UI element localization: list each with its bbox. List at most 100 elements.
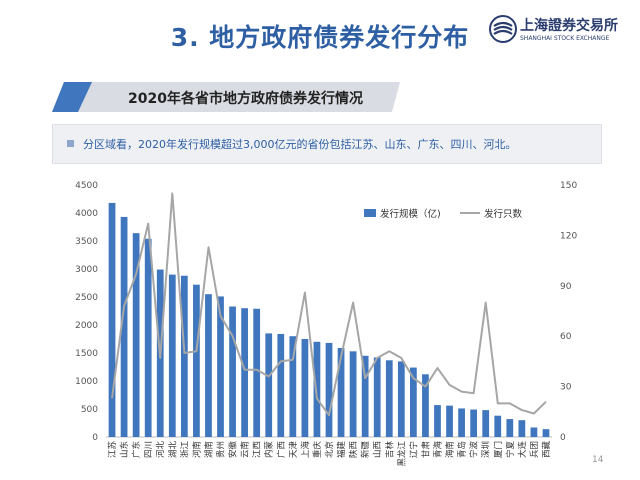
bar (277, 333, 285, 437)
bar (385, 360, 393, 437)
left-tick-label: 0 (92, 433, 98, 443)
category-label: 青海 (432, 441, 443, 459)
bar (180, 275, 188, 437)
category-label: 大连 (517, 441, 528, 459)
summary-note: 分区域看，2020年发行规模超过3,000亿元的省份包括江苏、山东、广东、四川、… (52, 124, 602, 164)
sse-logo: 上海證券交易所 SHANGHAI STOCK EXCHANGE (488, 14, 628, 50)
bar (168, 274, 176, 437)
bar (325, 342, 333, 437)
bar (542, 429, 550, 437)
left-tick-label: 3500 (75, 237, 98, 247)
category-label: 云南 (240, 441, 251, 458)
bar (518, 420, 526, 437)
category-label: 上海 (300, 441, 311, 459)
left-tick-label: 1000 (75, 377, 98, 387)
bar (313, 341, 321, 437)
category-label: 浙江 (179, 441, 190, 459)
bullet-icon (67, 140, 74, 147)
category-label: 天津 (288, 441, 299, 459)
category-label: 广东 (131, 441, 142, 458)
legend: 发行规模（亿) 发行只数 (364, 208, 523, 220)
page-title: 3. 地方政府债券发行分布 (170, 23, 470, 52)
right-axis: 0 30 60 90 120 150 (560, 181, 577, 443)
bar (193, 284, 200, 437)
category-label: 宁波 (469, 441, 480, 459)
category-label: 河北 (155, 441, 166, 459)
bar (530, 427, 538, 437)
category-label: 山西 (372, 441, 383, 458)
bar (349, 351, 357, 437)
category-label: 四川 (144, 441, 154, 458)
bar (108, 202, 116, 437)
right-tick-label: 120 (560, 231, 577, 241)
bar (470, 409, 478, 437)
category-label: 内蒙 (264, 441, 275, 459)
line-path (111, 192, 547, 417)
bar (506, 419, 514, 437)
bar (422, 374, 429, 437)
category-label: 黑龙江 (396, 441, 407, 467)
bar (120, 216, 128, 437)
bar (494, 415, 502, 437)
bar (205, 294, 212, 437)
line-series (111, 192, 547, 417)
category-label: 河南 (191, 441, 202, 458)
logo-english-name: SHANGHAI STOCK EXCHANGE (520, 35, 610, 42)
right-tick-label: 90 (560, 282, 572, 292)
category-label: 厦门 (493, 441, 504, 458)
bar (397, 361, 405, 437)
category-label: 西藏 (541, 441, 552, 459)
left-axis: 0 500 1000 1500 2000 2500 3000 3500 4000 4500 (75, 181, 552, 443)
left-tick-label: 2500 (75, 293, 98, 303)
sse-logo-icon (489, 15, 517, 43)
bar (132, 233, 140, 437)
bar (361, 355, 369, 437)
category-label: 海南 (445, 441, 456, 458)
left-tick-label: 4000 (75, 209, 98, 219)
category-label: 吉林 (384, 441, 395, 459)
category-label: 深圳 (481, 441, 492, 458)
bar (289, 336, 297, 437)
category-label: 重庆 (312, 441, 323, 459)
left-tick-label: 1500 (75, 349, 98, 359)
category-label: 山东 (119, 441, 130, 458)
logo-chinese-name: 上海證券交易所 (520, 18, 618, 34)
category-label: 湖南 (203, 441, 214, 458)
category-label: 江苏 (107, 441, 118, 459)
bar (241, 308, 248, 437)
category-label: 兵团 (529, 441, 540, 458)
category-label: 青岛 (457, 441, 468, 458)
category-label: 北京 (324, 441, 335, 458)
right-tick-label: 60 (560, 332, 572, 342)
category-label: 安徽 (228, 441, 239, 459)
left-tick-label: 500 (81, 405, 98, 415)
category-label: 辽宁 (408, 441, 419, 458)
bar (482, 410, 490, 437)
banner-background (52, 82, 400, 112)
bar (373, 357, 381, 437)
right-tick-label: 150 (560, 181, 577, 191)
bar (410, 367, 417, 437)
category-label: 陕西 (348, 441, 359, 458)
category-label: 宁夏 (505, 441, 516, 459)
banner-title: 2020年各省市地方政府债券发行情况 (128, 91, 363, 107)
page-number: 14 (592, 455, 604, 465)
category-label: 福建 (336, 441, 347, 459)
legend-bar-swatch (364, 209, 376, 217)
bar (265, 333, 273, 437)
bar (446, 405, 453, 437)
category-label: 广西 (276, 441, 287, 458)
legend-line-label: 发行只数 (484, 208, 523, 220)
category-label: 江西 (253, 441, 263, 458)
category-label: 湖北 (168, 441, 178, 459)
bar (301, 339, 309, 437)
left-tick-label: 3000 (75, 265, 98, 275)
legend-bar-label: 发行规模（亿) (380, 208, 441, 220)
category-label: 甘肃 (420, 441, 431, 459)
bar (217, 296, 224, 437)
left-tick-label: 4500 (75, 181, 98, 191)
bar (434, 405, 441, 437)
bar-series (108, 202, 550, 437)
section-banner: 2020年各省市地方政府债券发行情况 (52, 82, 400, 112)
bond-issuance-chart: 0 500 1000 1500 2000 2500 3000 3500 4000 4500 0 30… (75, 181, 604, 467)
